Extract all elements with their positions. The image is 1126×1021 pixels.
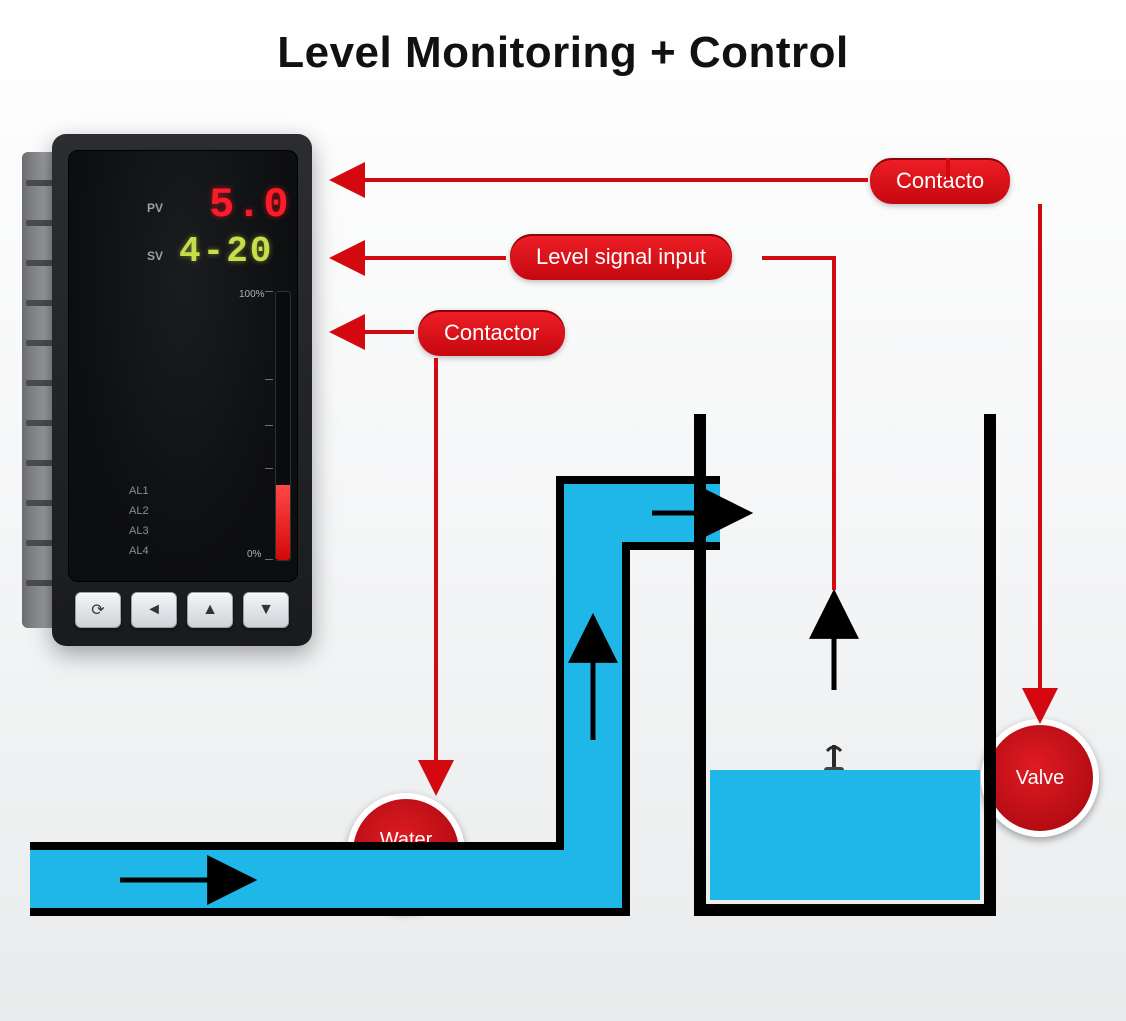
pv-value: 5.0 xyxy=(209,181,291,229)
bargraph-fill xyxy=(276,485,290,560)
alarm-AL3: AL3 xyxy=(129,521,149,541)
device-button-left[interactable]: ◄ xyxy=(131,592,177,628)
bargraph-track xyxy=(275,291,291,561)
badge-contactor: Contactor xyxy=(418,310,565,356)
badge-valve: Valve xyxy=(981,719,1099,837)
badge-contacto: Contacto xyxy=(870,158,1010,204)
badge-valve-label: Valve xyxy=(1016,767,1065,790)
scale-0: 0% xyxy=(247,549,261,560)
level-controller-device: PV 5.0 SV 4-20 100% 0% AL1 AL2 AL3 AL4 ⟳… xyxy=(22,134,312,646)
badge-level-signal: Level signal input xyxy=(510,234,732,280)
device-face: PV 5.0 SV 4-20 100% 0% AL1 AL2 AL3 AL4 xyxy=(68,150,298,582)
scale-100: 100% xyxy=(239,289,265,300)
device-button-down[interactable]: ▼ xyxy=(243,592,289,628)
level-sensor-icon xyxy=(815,745,853,875)
device-button-power[interactable]: ⟳ xyxy=(75,592,121,628)
alarm-AL4: AL4 xyxy=(129,541,149,561)
device-button-up[interactable]: ▲ xyxy=(187,592,233,628)
alarm-labels: AL1 AL2 AL3 AL4 xyxy=(129,481,149,561)
page-title: Level Monitoring + Control xyxy=(0,28,1126,78)
pv-label: PV xyxy=(147,201,163,215)
device-button-row: ⟳ ◄ ▲ ▼ xyxy=(74,586,290,634)
bargraph-ticks xyxy=(265,291,273,559)
sv-label: SV xyxy=(147,249,163,263)
alarm-AL1: AL1 xyxy=(129,481,149,501)
diagram-stage: Level Monitoring + Control PV 5.0 SV 4-2… xyxy=(0,0,1126,1021)
alarm-AL2: AL2 xyxy=(129,501,149,521)
sv-value: 4-20 xyxy=(179,231,273,272)
badge-water-pump: Water pump xyxy=(347,793,465,911)
badge-water-pump-label: Water pump xyxy=(380,829,433,875)
